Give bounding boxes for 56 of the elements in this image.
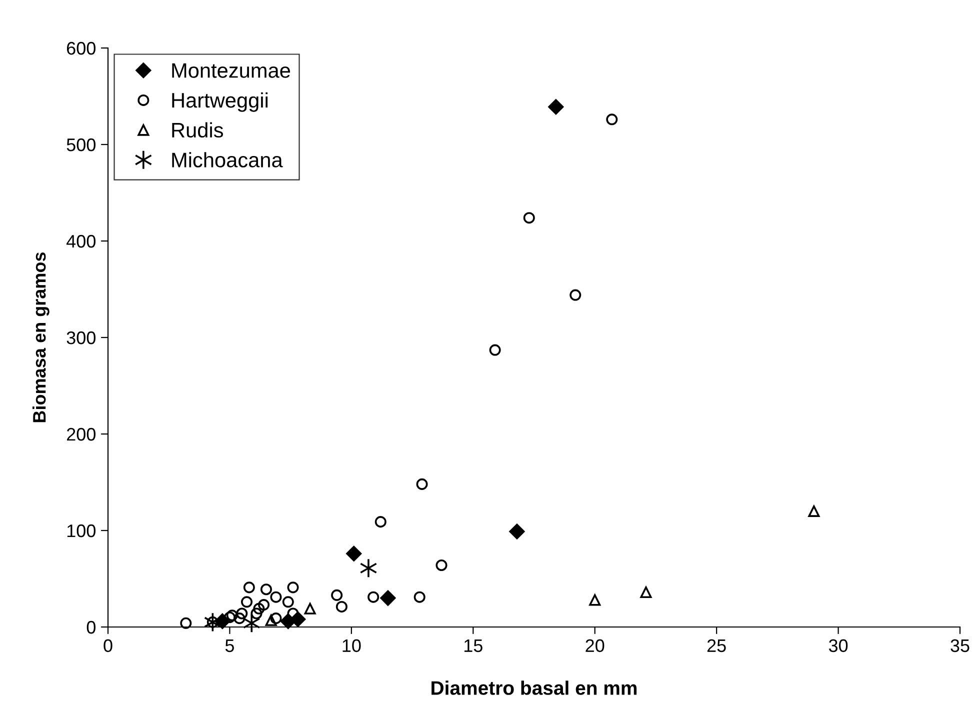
point bbox=[489, 344, 501, 356]
point bbox=[234, 612, 246, 624]
x-axis-title: Diametro basal en mm bbox=[432, 680, 637, 695]
x-tick-label: 30 bbox=[828, 639, 848, 652]
point bbox=[304, 602, 316, 614]
point bbox=[240, 596, 253, 608]
point bbox=[416, 478, 428, 490]
y-tick-label: 200 bbox=[66, 428, 96, 441]
x-tick-label: 25 bbox=[707, 639, 726, 652]
point bbox=[346, 546, 362, 562]
y-tick-label: 0 bbox=[86, 620, 96, 634]
x-tick-label: 0 bbox=[104, 639, 112, 652]
legend-label: Michoacana bbox=[172, 152, 283, 168]
point bbox=[436, 559, 448, 572]
legend-label: Montezumae bbox=[172, 63, 290, 78]
point bbox=[548, 99, 564, 115]
point bbox=[640, 586, 652, 598]
point bbox=[336, 600, 348, 612]
point bbox=[606, 114, 618, 126]
point bbox=[380, 590, 396, 606]
y-tick-label: 400 bbox=[66, 234, 96, 248]
point bbox=[509, 524, 525, 540]
x-tick-label: 20 bbox=[586, 639, 604, 652]
y-tick-label: 600 bbox=[66, 42, 96, 55]
point bbox=[287, 582, 299, 594]
point bbox=[260, 584, 272, 596]
point bbox=[270, 591, 282, 603]
y-tick-label: 500 bbox=[66, 138, 96, 152]
point bbox=[414, 591, 426, 603]
x-tick-label: 15 bbox=[464, 639, 482, 652]
point bbox=[570, 289, 582, 301]
point bbox=[258, 599, 270, 611]
y-tick-label: 100 bbox=[67, 524, 96, 538]
point bbox=[368, 591, 380, 603]
legend-label: Hartweggii bbox=[172, 92, 268, 112]
y-tick-label: 300 bbox=[66, 331, 96, 344]
x-tick-label: 5 bbox=[225, 639, 234, 652]
point bbox=[226, 610, 238, 622]
point bbox=[808, 505, 820, 517]
point bbox=[270, 612, 282, 624]
point bbox=[282, 596, 294, 608]
point bbox=[523, 212, 535, 224]
point bbox=[250, 608, 262, 620]
point bbox=[374, 516, 386, 528]
point bbox=[180, 617, 192, 629]
x-tick-label: 35 bbox=[950, 639, 970, 652]
point bbox=[253, 602, 265, 614]
point bbox=[236, 608, 248, 620]
point bbox=[360, 558, 378, 578]
point bbox=[589, 594, 601, 606]
x-tick-label: 10 bbox=[342, 639, 361, 652]
legend-label: Rudis bbox=[172, 122, 224, 138]
y-axis-title: Biomasa en gramos bbox=[32, 252, 50, 422]
point bbox=[265, 614, 277, 626]
point bbox=[243, 582, 255, 594]
point bbox=[331, 589, 343, 601]
